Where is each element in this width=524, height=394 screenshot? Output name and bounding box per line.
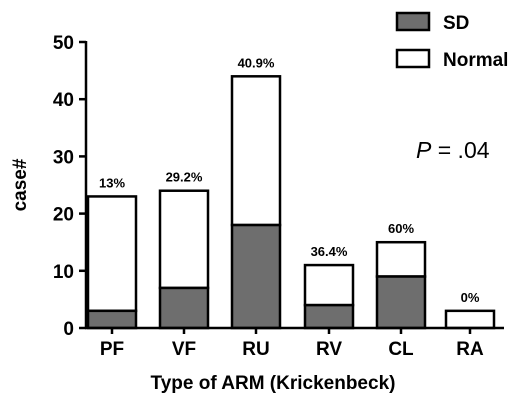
p-value-symbol: P [416,137,432,163]
bar-normal-rv [303,263,355,307]
p-value-text: = .04 [431,137,489,163]
x-tick-label-rv: RV [316,339,342,360]
y-tick-label-0: 0 [63,319,74,340]
bar-normal-cl [375,240,427,278]
legend-label-sd: SD [443,13,469,34]
x-tick-label-ru: RU [242,339,269,360]
pct-label-ra: 0% [461,290,480,305]
pct-label-vf: 29.2% [166,170,203,185]
bar-normal-ra [444,309,496,330]
legend: SD Normal [395,11,508,71]
y-axis-title: case# [10,158,31,211]
bar-sd-pf [86,309,138,330]
x-tick-label-cl: CL [388,339,414,360]
x-tick-label-ra: RA [456,339,484,360]
pct-label-rv: 36.4% [311,244,348,259]
legend-swatch-sd [395,11,431,32]
y-tick-label-50: 50 [53,33,74,54]
bar-sd-cl [375,275,427,330]
pct-label-ru: 40.9% [238,55,275,70]
pct-label-pf: 13% [99,175,125,190]
bar-normal-ru [230,75,282,227]
legend-label-normal: Normal [443,50,508,71]
y-tick-label-40: 40 [53,90,74,111]
x-tick-label-vf: VF [172,339,196,360]
bar-sd-rv [303,303,355,330]
x-axis-title: Type of ARM (Krickenbeck) [151,373,396,394]
x-tick-label-pf: PF [100,339,124,360]
bar-sd-vf [158,286,210,330]
legend-swatch-normal [395,48,431,69]
y-tick-label-10: 10 [53,262,74,283]
bar-sd-ru [230,223,282,330]
bar-normal-vf [158,189,210,290]
labels-layer: PF 13% VF 29.2% RU 40.9% RV 36.4% CL 60% RA 0% 0 10 20… [53,33,484,360]
pct-label-cl: 60% [388,221,414,236]
y-tick-label-30: 30 [53,147,74,168]
p-value-annotation: P = .04 [416,137,490,163]
y-tick-label-20: 20 [53,205,74,226]
axes-layer [79,40,504,334]
bar-normal-pf [86,195,138,313]
bars-layer [86,75,496,330]
